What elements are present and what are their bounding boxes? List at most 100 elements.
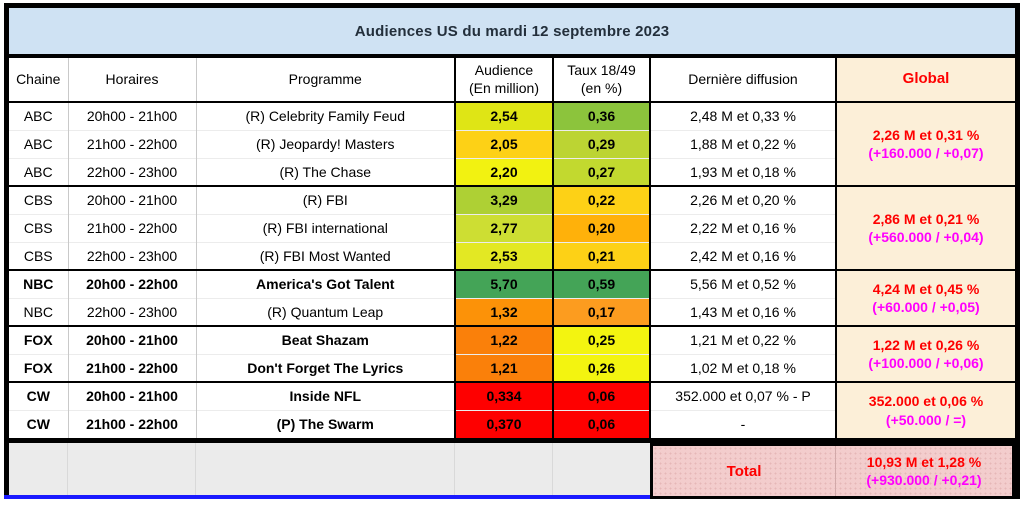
global-summary-cell: 1,22 M et 0,26 % (+100.000 / +0,06) (836, 325, 1015, 382)
last-diffusion-cell: 5,56 M et 0,52 % (650, 269, 837, 298)
col-header-global: Global (836, 58, 1015, 103)
audience-value-cell: 2,20 (455, 157, 554, 186)
channel-cell: CW (9, 381, 69, 410)
last-diffusion-cell: 1,43 M et 0,16 % (650, 297, 837, 326)
table-row: FOX 21h00 - 22h00 Don't Forget The Lyrics 1… (9, 353, 1015, 382)
header-row: Chaine Horaires Programme Audience (En m… (9, 58, 1015, 103)
table-title: Audiences US du mardi 12 septembre 2023 (354, 22, 670, 40)
rating-value-cell: 0,29 (553, 129, 651, 158)
global-delta-value: (+560.000 / +0,04) (868, 229, 984, 245)
blue-underline (4, 495, 650, 499)
rating-value-cell: 0,36 (553, 101, 651, 130)
channel-cell: CBS (9, 213, 69, 242)
col-header-programme: Programme (196, 58, 456, 103)
total-value: 10,93 M et 1,28 % (+930.000 / +0,21) (836, 446, 1012, 496)
time-slot-cell: 20h00 - 21h00 (68, 325, 197, 354)
audience-table: Chaine Horaires Programme Audience (En m… (9, 58, 1015, 438)
col-header-derniere-diffusion: Dernière diffusion (650, 58, 837, 103)
global-delta-value: (+160.000 / +0,07) (868, 145, 984, 161)
table-row: CW 21h00 - 22h00 (P) The Swarm 0,370 0,06- (9, 409, 1015, 438)
global-delta-value: (+100.000 / +0,06) (868, 355, 984, 371)
last-diffusion-cell: - (650, 409, 837, 438)
table-row: NBC 20h00 - 22h00 America's Got Talent 5,70… (9, 269, 1015, 326)
global-summary-cell: 2,86 M et 0,21 % (+560.000 / +0,04) (836, 185, 1015, 270)
audience-table-frame: Audiences US du mardi 12 septembre 2023 … (4, 3, 1020, 499)
table-row: NBC 22h00 - 23h00 (R) Quantum Leap 1,32 0,17… (9, 297, 1015, 326)
table-row: ABC 20h00 - 21h00 (R) Celebrity Family Feu… (9, 101, 1015, 186)
last-diffusion-cell: 2,22 M et 0,16 % (650, 213, 837, 242)
time-slot-cell: 21h00 - 22h00 (68, 353, 197, 382)
rating-value-cell: 0,06 (553, 409, 651, 438)
table-row: FOX 20h00 - 21h00 Beat Shazam 1,22 0,25 1,21 … (9, 325, 1015, 382)
programme-cell: Beat Shazam (196, 325, 456, 354)
channel-cell: ABC (9, 157, 69, 186)
channel-cell: FOX (9, 353, 69, 382)
audience-value-cell: 1,22 (455, 325, 554, 354)
global-audience-value: 352.000 et 0,06 % (868, 393, 984, 410)
audience-value-cell: 1,21 (455, 353, 554, 382)
channel-cell: CW (9, 409, 69, 438)
rating-value-cell: 0,21 (553, 241, 651, 270)
time-slot-cell: 21h00 - 22h00 (68, 129, 197, 158)
time-slot-cell: 21h00 - 22h00 (68, 213, 197, 242)
col-header-audience: Audience (En million) (455, 58, 554, 103)
rating-value-cell: 0,22 (553, 185, 651, 214)
rating-value-cell: 0,26 (553, 353, 651, 382)
programme-cell: (R) Quantum Leap (196, 297, 456, 326)
channel-cell: CBS (9, 241, 69, 270)
time-slot-cell: 21h00 - 22h00 (68, 409, 197, 438)
table-title-bar: Audiences US du mardi 12 septembre 2023 (9, 8, 1015, 58)
programme-cell: (R) FBI Most Wanted (196, 241, 456, 270)
bottom-left-area (4, 443, 650, 499)
channel-cell: ABC (9, 129, 69, 158)
last-diffusion-cell: 2,26 M et 0,20 % (650, 185, 837, 214)
programme-cell: (R) FBI (196, 185, 456, 214)
global-summary-cell: 2,26 M et 0,31 % (+160.000 / +0,07) (836, 101, 1015, 186)
total-delta-value: (+930.000 / +0,21) (866, 472, 982, 488)
rating-value-cell: 0,59 (553, 269, 651, 298)
time-slot-cell: 22h00 - 23h00 (68, 297, 197, 326)
last-diffusion-cell: 1,02 M et 0,18 % (650, 353, 837, 382)
table-row: ABC 21h00 - 22h00 (R) Jeopardy! Masters 2,0… (9, 129, 1015, 158)
last-diffusion-cell: 2,42 M et 0,16 % (650, 241, 837, 270)
table-row: CBS 20h00 - 21h00 (R) FBI 3,29 0,22 2,26 M et… (9, 185, 1015, 270)
empty-grey-area (9, 443, 650, 495)
channel-cell: ABC (9, 101, 69, 130)
time-slot-cell: 20h00 - 21h00 (68, 185, 197, 214)
audience-value-cell: 2,05 (455, 129, 554, 158)
col-header-horaires: Horaires (68, 58, 197, 103)
audience-value-cell: 0,334 (455, 381, 554, 410)
last-diffusion-cell: 2,48 M et 0,33 % (650, 101, 837, 130)
programme-cell: (R) The Chase (196, 157, 456, 186)
bottom-strip: Total 10,93 M et 1,28 % (+930.000 / +0,2… (4, 443, 1015, 499)
channel-cell: FOX (9, 325, 69, 354)
global-summary-cell: 4,24 M et 0,45 % (+60.000 / +0,05) (836, 269, 1015, 326)
programme-cell: Don't Forget The Lyrics (196, 353, 456, 382)
global-audience-value: 1,22 M et 0,26 % (872, 336, 980, 353)
rating-value-cell: 0,17 (553, 297, 651, 326)
time-slot-cell: 22h00 - 23h00 (68, 157, 197, 186)
table-row: CBS 21h00 - 22h00 (R) FBI international 2,7… (9, 213, 1015, 242)
audience-value-cell: 1,32 (455, 297, 554, 326)
rating-value-cell: 0,25 (553, 325, 651, 354)
audience-value-cell: 2,54 (455, 101, 554, 130)
programme-cell: (R) FBI international (196, 213, 456, 242)
global-audience-value: 2,86 M et 0,21 % (872, 210, 980, 227)
last-diffusion-cell: 1,88 M et 0,22 % (650, 129, 837, 158)
global-summary-cell: 352.000 et 0,06 % (+50.000 / =) (836, 381, 1015, 438)
table-row: CBS 22h00 - 23h00 (R) FBI Most Wanted 2,53 0… (9, 241, 1015, 270)
time-slot-cell: 20h00 - 21h00 (68, 101, 197, 130)
audience-table-wrap: Chaine Horaires Programme Audience (En m… (9, 58, 1015, 443)
time-slot-cell: 22h00 - 23h00 (68, 241, 197, 270)
audience-value-cell: 5,70 (455, 269, 554, 298)
total-audience-value: 10,93 M et 1,28 % (866, 453, 982, 470)
col-header-taux: Taux 18/49 (en %) (553, 58, 651, 103)
last-diffusion-cell: 352.000 et 0,07 % - P (650, 381, 837, 410)
total-row: Total 10,93 M et 1,28 % (+930.000 / +0,2… (650, 443, 1015, 499)
channel-cell: NBC (9, 269, 69, 298)
global-audience-value: 2,26 M et 0,31 % (872, 126, 980, 143)
programme-cell: Inside NFL (196, 381, 456, 410)
audience-value-cell: 2,77 (455, 213, 554, 242)
time-slot-cell: 20h00 - 22h00 (68, 269, 197, 298)
programme-cell: (R) Celebrity Family Feud (196, 101, 456, 130)
